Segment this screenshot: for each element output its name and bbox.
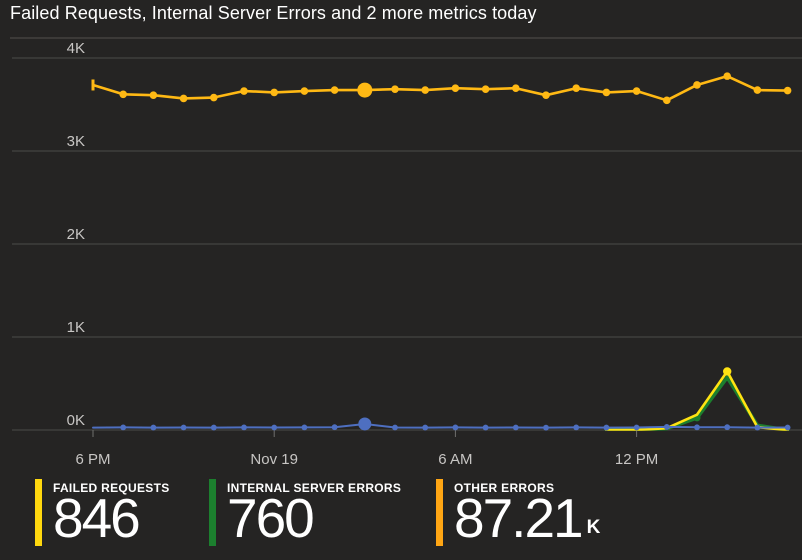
- data-point[interactable]: [694, 424, 700, 431]
- data-point[interactable]: [391, 85, 399, 93]
- data-point[interactable]: [119, 90, 127, 99]
- data-point[interactable]: [481, 85, 490, 93]
- x-axis-label: 6 AM: [438, 451, 472, 468]
- data-point[interactable]: [783, 86, 792, 95]
- data-point[interactable]: [331, 424, 338, 431]
- data-point[interactable]: [693, 81, 701, 89]
- data-point[interactable]: [784, 424, 791, 431]
- metric-color-bar: [35, 479, 42, 546]
- data-point[interactable]: [573, 424, 580, 431]
- data-point[interactable]: [301, 424, 308, 431]
- series-line: [92, 422, 789, 429]
- data-point[interactable]: [452, 424, 459, 431]
- data-point[interactable]: [512, 424, 519, 431]
- metric-value-suffix: K: [586, 517, 601, 538]
- series-other-errors: [91, 72, 792, 105]
- metric-card-label: OTHER ERRORS: [454, 481, 555, 495]
- metric-card-label: INTERNAL SERVER ERRORS: [227, 481, 402, 495]
- data-point-emphasized[interactable]: [357, 82, 373, 98]
- data-point[interactable]: [210, 424, 217, 431]
- metric-card-internal-server-errors[interactable]: INTERNAL SERVER ERRORS 760: [209, 479, 401, 546]
- y-axis-label: 0K: [67, 412, 85, 429]
- y-axis-label: 4K: [67, 40, 85, 57]
- data-point[interactable]: [482, 424, 489, 431]
- data-point[interactable]: [663, 96, 671, 105]
- chart-title: Failed Requests, Internal Server Errors …: [10, 3, 537, 23]
- data-point[interactable]: [602, 88, 611, 97]
- data-point[interactable]: [512, 84, 520, 93]
- data-point[interactable]: [421, 86, 430, 94]
- metric-color-bar: [209, 479, 216, 546]
- metric-card-value: 846: [53, 487, 141, 549]
- data-point[interactable]: [271, 424, 278, 431]
- data-point[interactable]: [723, 367, 732, 376]
- data-point[interactable]: [270, 88, 279, 97]
- data-point-emphasized[interactable]: [358, 417, 372, 431]
- data-point[interactable]: [754, 424, 761, 431]
- metric-card-failed-requests[interactable]: FAILED REQUESTS 846: [35, 479, 170, 546]
- data-point[interactable]: [542, 91, 550, 99]
- data-point[interactable]: [300, 87, 309, 95]
- data-point[interactable]: [723, 72, 731, 80]
- data-point[interactable]: [633, 424, 640, 431]
- y-axis-label: 3K: [67, 133, 85, 150]
- data-point[interactable]: [149, 91, 158, 99]
- x-axis-label: 6 PM: [75, 451, 110, 468]
- x-axis-label: 12 PM: [615, 451, 658, 468]
- metric-card-label: FAILED REQUESTS: [53, 481, 170, 495]
- data-point[interactable]: [392, 424, 398, 431]
- data-point[interactable]: [180, 424, 187, 431]
- data-point[interactable]: [724, 424, 731, 431]
- y-axis-label: 2K: [67, 226, 85, 243]
- data-point[interactable]: [753, 86, 762, 94]
- series-line: [91, 74, 789, 102]
- metric-card-value: 87.21 K: [454, 487, 601, 549]
- data-point[interactable]: [241, 424, 247, 431]
- metrics-chart[interactable]: 4K 3K 2K 1K 0K 6 PM Nov 19 6 AM 12 PM: [0, 0, 802, 470]
- data-point[interactable]: [543, 424, 549, 431]
- metric-card-value: 760: [227, 487, 315, 549]
- data-point[interactable]: [603, 424, 610, 431]
- series-blue-metric: [92, 417, 791, 431]
- data-point[interactable]: [120, 424, 127, 431]
- data-point[interactable]: [451, 84, 460, 93]
- data-point[interactable]: [422, 424, 429, 431]
- data-point[interactable]: [663, 424, 670, 430]
- y-axis-label: 1K: [67, 319, 85, 336]
- data-point[interactable]: [150, 424, 157, 431]
- data-point[interactable]: [632, 87, 641, 95]
- data-point[interactable]: [179, 94, 188, 103]
- metric-color-bar: [436, 479, 443, 546]
- data-point[interactable]: [240, 87, 248, 95]
- x-axis-label: Nov 19: [250, 451, 298, 468]
- data-point[interactable]: [572, 84, 580, 93]
- metric-card-other-errors[interactable]: OTHER ERRORS 87.21 K: [436, 479, 600, 546]
- data-point[interactable]: [210, 93, 218, 102]
- data-point[interactable]: [330, 86, 339, 94]
